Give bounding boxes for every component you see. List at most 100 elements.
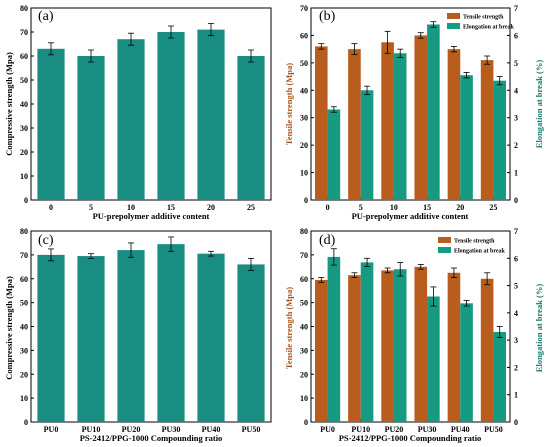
panel-b-ytick-label: 60 [300, 31, 308, 40]
panel-c-plot-frame [30, 230, 272, 423]
panel-b-ytick-label: 70 [300, 4, 308, 13]
panel-d-ytick-label: 0 [304, 418, 308, 427]
panel-d-xtick-label: PU20 [385, 425, 404, 434]
panel-c-bar [157, 244, 185, 422]
panel-c-xtick-label: PU40 [202, 425, 221, 434]
panel-d-legend-tensile: Tensile strength [454, 239, 495, 245]
panel-b-legend-swatch-tensile [447, 13, 460, 19]
panel-c-xtick-label: PU10 [82, 425, 101, 434]
panel-b-xtick-label: 25 [489, 203, 497, 212]
panel-b-bar [447, 49, 461, 201]
panel-a-bar [77, 56, 105, 200]
panel-c-label: (c) [38, 233, 54, 248]
panel-a-ylabel: Compressive strength (Mpa) [4, 52, 14, 156]
panel-d: 0 10 20 30 40 50 60 70 80 0 1 2 3 4 5 6 7 PU0 PU10 PU20 PU30… [284, 227, 544, 443]
panel-c-xtick-label: PU20 [122, 425, 141, 434]
panel-d-ytick-label: 50 [300, 299, 308, 308]
panel-d-ytick-label: 20 [300, 370, 308, 379]
panel-d-xlabel: PS-2412/PPG-1000 Compounding ratio [339, 433, 482, 443]
panel-b-ytick-label: 10 [300, 169, 308, 178]
panel-b-bar [493, 80, 507, 200]
panel-a-bar [157, 32, 185, 200]
panel-a-ytick-label: 30 [20, 124, 28, 133]
panel-a-bar [197, 29, 225, 200]
panel-b-bar [381, 42, 394, 201]
panel-d-bar [427, 296, 440, 422]
panel-d-ytick-label: 10 [300, 394, 308, 403]
panel-a-ytick-label: 50 [20, 76, 28, 85]
panel-b-plot-frame [310, 7, 511, 201]
panel-d-xtick-label: PU10 [351, 425, 370, 434]
panel-a-label: (a) [38, 9, 54, 24]
panel-d-plot-frame [310, 230, 511, 423]
panel-d-bar [327, 256, 341, 422]
panel-a-ytick-label: 0 [24, 196, 28, 205]
panel-a: 0 10 20 30 40 50 60 70 80 0 5 10 15 20 25 (a) PU-prepo… [4, 4, 272, 221]
panel-b-bar [348, 49, 361, 201]
panel-d-bar [348, 275, 361, 422]
panel-b-legend-swatch-elongation [447, 23, 460, 29]
panel-b-bar [460, 75, 473, 200]
panel-b-xlabel: PU-prepolymer additive content [352, 211, 469, 221]
panel-d-bar [381, 270, 394, 422]
panel-a-ytick-label: 70 [20, 28, 28, 37]
panel-c-ytick-label: 60 [20, 275, 28, 284]
panel-d-legend-swatch-tensile [438, 237, 451, 243]
panel-b-y2tick-label: 1 [514, 169, 518, 178]
panel-d-y2tick-label: 0 [514, 418, 518, 427]
panel-b-ytick-label: 20 [300, 141, 308, 150]
panel-d-ytick-label: 30 [300, 346, 308, 355]
panel-b-bar [327, 109, 341, 200]
panel-b-ytick-label: 0 [304, 196, 308, 205]
panel-a-ytick-label: 60 [20, 52, 28, 61]
panel-c-bar [117, 250, 145, 422]
panel-d-legend: Tensile strength Elongation at break [438, 237, 506, 255]
panel-c-xtick-label: PU30 [162, 425, 181, 434]
panel-c-ytick-label: 80 [20, 227, 28, 236]
panel-b-legend-tensile: Tensile strength [463, 15, 504, 21]
panel-d-y2tick-label: 5 [514, 282, 518, 291]
panel-b-bar [393, 53, 407, 200]
panel-b-ytick-label: 50 [300, 59, 308, 68]
panel-b-y2tick-label: 7 [514, 4, 518, 13]
panel-d-bar [447, 272, 461, 422]
panel-c-bar [77, 256, 105, 422]
panel-b-bar [427, 24, 440, 201]
panel-d-bar [480, 278, 494, 422]
panel-d-y2tick-label: 7 [514, 227, 518, 236]
panel-d-y2label: Elongation at break (%) [534, 284, 544, 373]
panel-c: 0 10 20 30 40 50 60 70 80 PU0 PU10 PU20 PU30 PU40 PU50… [4, 227, 272, 443]
panel-d-y2tick-label: 6 [514, 254, 518, 263]
panel-c-ylabel: Compressive strength (Mpa) [4, 276, 14, 380]
panel-b-xtick-label: 15 [423, 203, 431, 212]
panel-b-y2tick-label: 2 [514, 141, 518, 150]
panel-b-y2tick-label: 4 [514, 86, 518, 95]
panel-c-ytick-label: 20 [20, 370, 28, 379]
panel-a-xtick-label: 20 [207, 203, 215, 212]
panel-c-xtick-label: PU50 [242, 425, 261, 434]
panel-d-bar [414, 266, 428, 422]
panel-b-y2label: Elongation at break (%) [534, 60, 544, 149]
panel-a-bar [117, 39, 145, 201]
panel-b-y2tick-label: 5 [514, 59, 518, 68]
panel-b-bar [360, 90, 374, 200]
panel-c-bar [37, 254, 65, 422]
panel-c-ytick-label: 30 [20, 346, 28, 355]
panel-c-ytick-label: 40 [20, 323, 28, 332]
panel-a-plot-frame [30, 7, 272, 201]
panel-a-ytick-label: 10 [20, 172, 28, 181]
panel-d-legend-elongation: Elongation at break [454, 249, 506, 255]
panel-b-bar [414, 35, 428, 200]
panel-b-xtick-label: 10 [390, 203, 398, 212]
panel-b-ylabel: Tensile strength (Mpa) [284, 63, 294, 145]
panel-a-xtick-label: 15 [167, 203, 175, 212]
panel-d-ytick-label: 60 [300, 275, 308, 284]
panel-a-xtick-label: 25 [247, 203, 255, 212]
panel-c-ytick-label: 0 [24, 418, 28, 427]
panel-a-bar [237, 56, 265, 200]
panel-b-legend: Tensile strength Elongation at break [447, 13, 515, 31]
panel-d-xtick-label: PU40 [451, 425, 470, 434]
panel-b-xtick-label: 0 [326, 203, 330, 212]
panel-d-legend-swatch-elongation [438, 247, 451, 253]
